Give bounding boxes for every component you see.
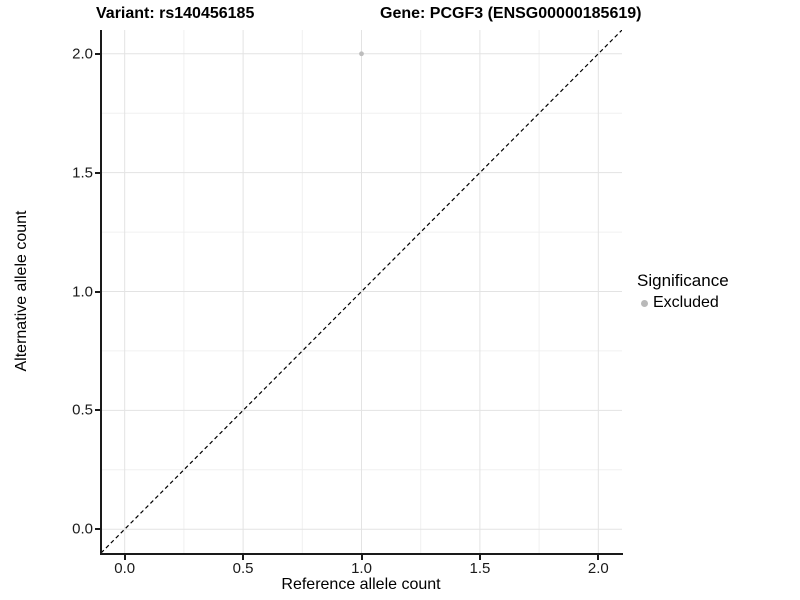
y-tick <box>95 171 100 174</box>
legend-point-swatch <box>641 299 648 307</box>
y-tick-label: 1.0 <box>72 283 93 300</box>
x-tick <box>242 555 245 560</box>
x-tick <box>360 555 363 560</box>
y-tick <box>95 528 100 531</box>
legend: Significance Excluded <box>637 271 729 312</box>
y-axis-line <box>100 30 102 555</box>
x-axis-title: Reference allele count <box>281 576 441 593</box>
legend-item: Excluded <box>637 294 729 312</box>
x-tick <box>123 555 126 560</box>
y-tick-label: 2.0 <box>72 45 93 63</box>
y-axis-title: Alternative allele count <box>13 210 30 372</box>
x-tick-label: 0.0 <box>114 560 136 577</box>
plot-panel <box>101 30 622 553</box>
y-tick-label: 0.5 <box>72 401 93 419</box>
y-tick <box>95 52 100 55</box>
y-tick-label: 1.5 <box>72 164 93 182</box>
plot-title-variant: Variant: rs140456185 <box>96 5 255 22</box>
x-tick-label: 0.5 <box>232 560 254 577</box>
x-tick-label: 1.5 <box>469 560 491 577</box>
y-tick <box>95 409 100 412</box>
y-tick-label: 0.0 <box>72 520 93 538</box>
data-point <box>359 51 364 57</box>
x-tick-label: 1.0 <box>351 560 372 577</box>
legend-item-label: Excluded <box>653 294 719 311</box>
y-tick <box>95 290 100 293</box>
x-tick <box>597 555 600 560</box>
x-axis-line <box>100 553 623 555</box>
plot-title-gene: Gene: PCGF3 (ENSG00000185619) <box>380 5 642 22</box>
x-tick-label: 2.0 <box>587 560 609 577</box>
legend-items: Excluded <box>637 294 729 312</box>
x-tick <box>478 555 481 560</box>
legend-title: Significance <box>637 271 729 290</box>
